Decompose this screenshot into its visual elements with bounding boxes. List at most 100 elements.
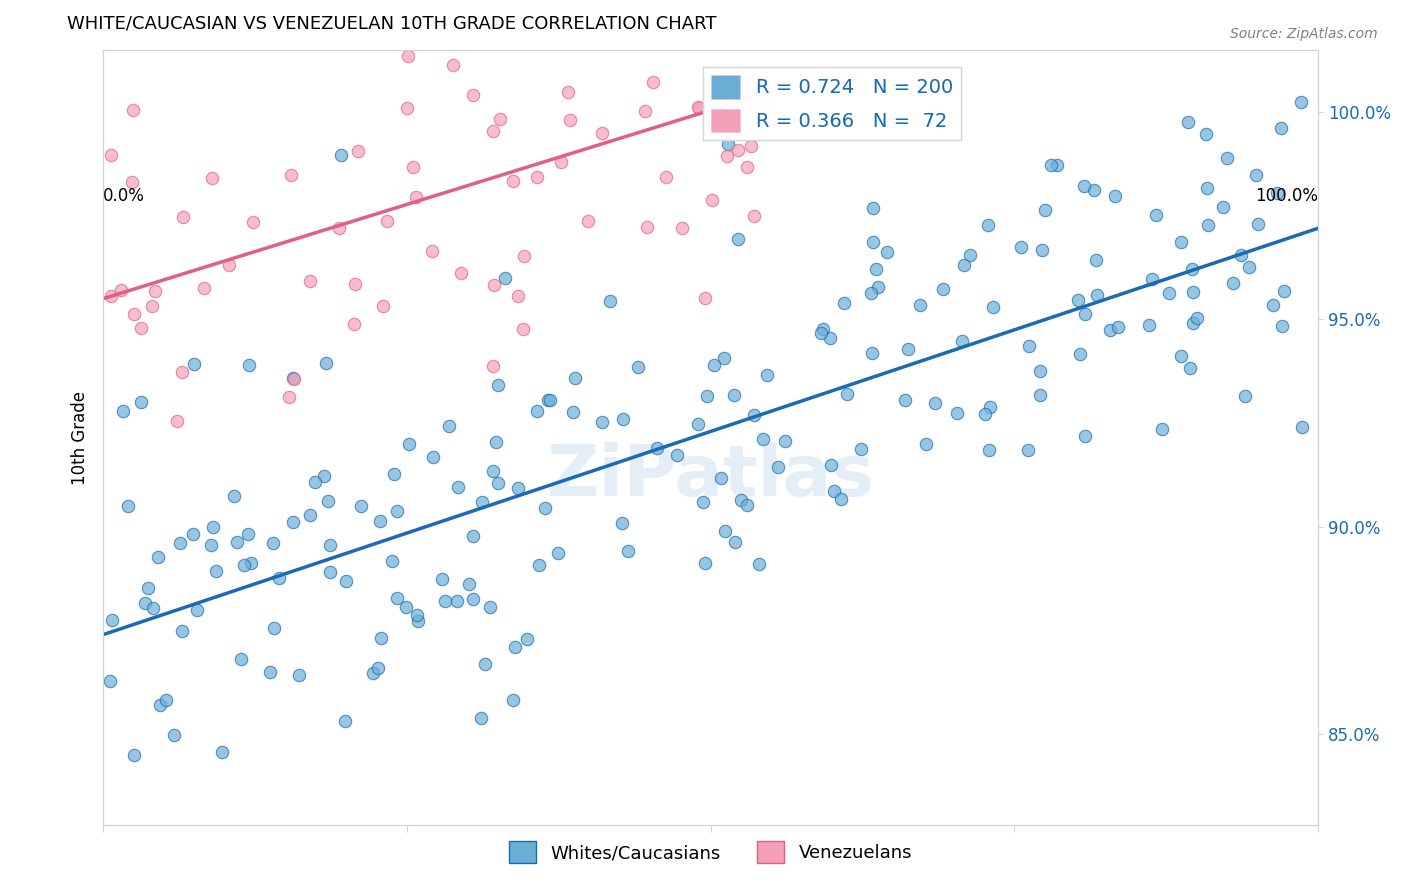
Point bbox=[121, 175, 143, 189]
Point bbox=[485, 435, 508, 450]
Point bbox=[564, 370, 586, 384]
Point bbox=[610, 516, 633, 531]
Point bbox=[696, 388, 718, 402]
Point bbox=[281, 515, 304, 529]
Point bbox=[665, 448, 688, 462]
Point bbox=[742, 408, 765, 422]
Point bbox=[952, 258, 974, 272]
Point bbox=[117, 499, 139, 513]
Point bbox=[181, 527, 204, 541]
Point bbox=[547, 546, 569, 560]
Point bbox=[183, 357, 205, 371]
Point bbox=[576, 213, 599, 227]
Point bbox=[810, 326, 832, 340]
Point bbox=[516, 632, 538, 646]
Point bbox=[641, 75, 664, 89]
Point bbox=[1271, 318, 1294, 333]
Point bbox=[1270, 121, 1292, 136]
Point bbox=[446, 594, 468, 608]
Point bbox=[1177, 115, 1199, 129]
Point bbox=[717, 136, 740, 151]
Point bbox=[146, 550, 169, 565]
Point bbox=[122, 307, 145, 321]
Point bbox=[820, 458, 842, 473]
Point bbox=[1222, 276, 1244, 290]
Point bbox=[1272, 284, 1295, 298]
Point bbox=[636, 219, 658, 234]
Point bbox=[494, 270, 516, 285]
Point bbox=[269, 571, 291, 585]
Point bbox=[692, 494, 714, 508]
Point bbox=[1195, 128, 1218, 142]
Point bbox=[232, 558, 254, 573]
Point bbox=[298, 274, 321, 288]
Point bbox=[766, 460, 789, 475]
Point bbox=[482, 464, 505, 478]
Point bbox=[148, 698, 170, 712]
Point bbox=[163, 728, 186, 742]
Point bbox=[634, 104, 657, 119]
Point bbox=[98, 674, 121, 689]
Point bbox=[862, 235, 884, 249]
Point bbox=[865, 261, 887, 276]
Point bbox=[915, 437, 938, 451]
Point bbox=[876, 245, 898, 260]
Point bbox=[977, 443, 1000, 458]
Point bbox=[218, 258, 240, 272]
Point bbox=[1018, 339, 1040, 353]
Point bbox=[740, 31, 762, 45]
Point bbox=[924, 396, 946, 410]
Point bbox=[1137, 318, 1160, 332]
Point bbox=[405, 190, 427, 204]
Point bbox=[143, 284, 166, 298]
Point bbox=[503, 640, 526, 654]
Point bbox=[506, 481, 529, 495]
Point bbox=[697, 0, 720, 5]
Point bbox=[693, 556, 716, 570]
Point bbox=[211, 745, 233, 759]
Point bbox=[832, 295, 855, 310]
Point bbox=[315, 356, 337, 370]
Point bbox=[751, 26, 773, 40]
Point bbox=[110, 283, 132, 297]
Point bbox=[1140, 272, 1163, 286]
Point bbox=[862, 346, 884, 360]
Point bbox=[1289, 95, 1312, 109]
Point bbox=[288, 668, 311, 682]
Point bbox=[343, 277, 366, 292]
Point bbox=[1099, 324, 1122, 338]
Point bbox=[1104, 189, 1126, 203]
Point bbox=[672, 0, 695, 9]
Point bbox=[457, 577, 479, 591]
Point bbox=[740, 139, 762, 153]
Point bbox=[444, 846, 467, 860]
Point bbox=[1187, 310, 1209, 325]
Point bbox=[100, 147, 122, 161]
Point bbox=[489, 112, 512, 127]
Text: WHITE/CAUCASIAN VS VENEZUELAN 10TH GRADE CORRELATION CHART: WHITE/CAUCASIAN VS VENEZUELAN 10TH GRADE… bbox=[66, 15, 716, 33]
Point bbox=[688, 101, 710, 115]
Point bbox=[172, 211, 194, 225]
Point bbox=[1152, 422, 1174, 436]
Text: ZiPatlas: ZiPatlas bbox=[547, 442, 875, 511]
Point bbox=[534, 501, 557, 516]
Point bbox=[723, 387, 745, 401]
Point bbox=[502, 693, 524, 707]
Point bbox=[238, 358, 260, 372]
Point bbox=[1170, 235, 1192, 249]
Point bbox=[129, 321, 152, 335]
Point bbox=[946, 407, 969, 421]
Point bbox=[277, 390, 299, 404]
Point bbox=[381, 554, 404, 568]
Point bbox=[142, 601, 165, 615]
Point bbox=[1247, 217, 1270, 231]
Point bbox=[155, 692, 177, 706]
Point bbox=[1182, 285, 1205, 300]
Point bbox=[908, 298, 931, 312]
Point bbox=[724, 534, 747, 549]
Point bbox=[1181, 262, 1204, 277]
Point bbox=[1069, 346, 1091, 360]
Point bbox=[240, 556, 263, 570]
Point bbox=[1029, 363, 1052, 377]
Point bbox=[612, 412, 634, 426]
